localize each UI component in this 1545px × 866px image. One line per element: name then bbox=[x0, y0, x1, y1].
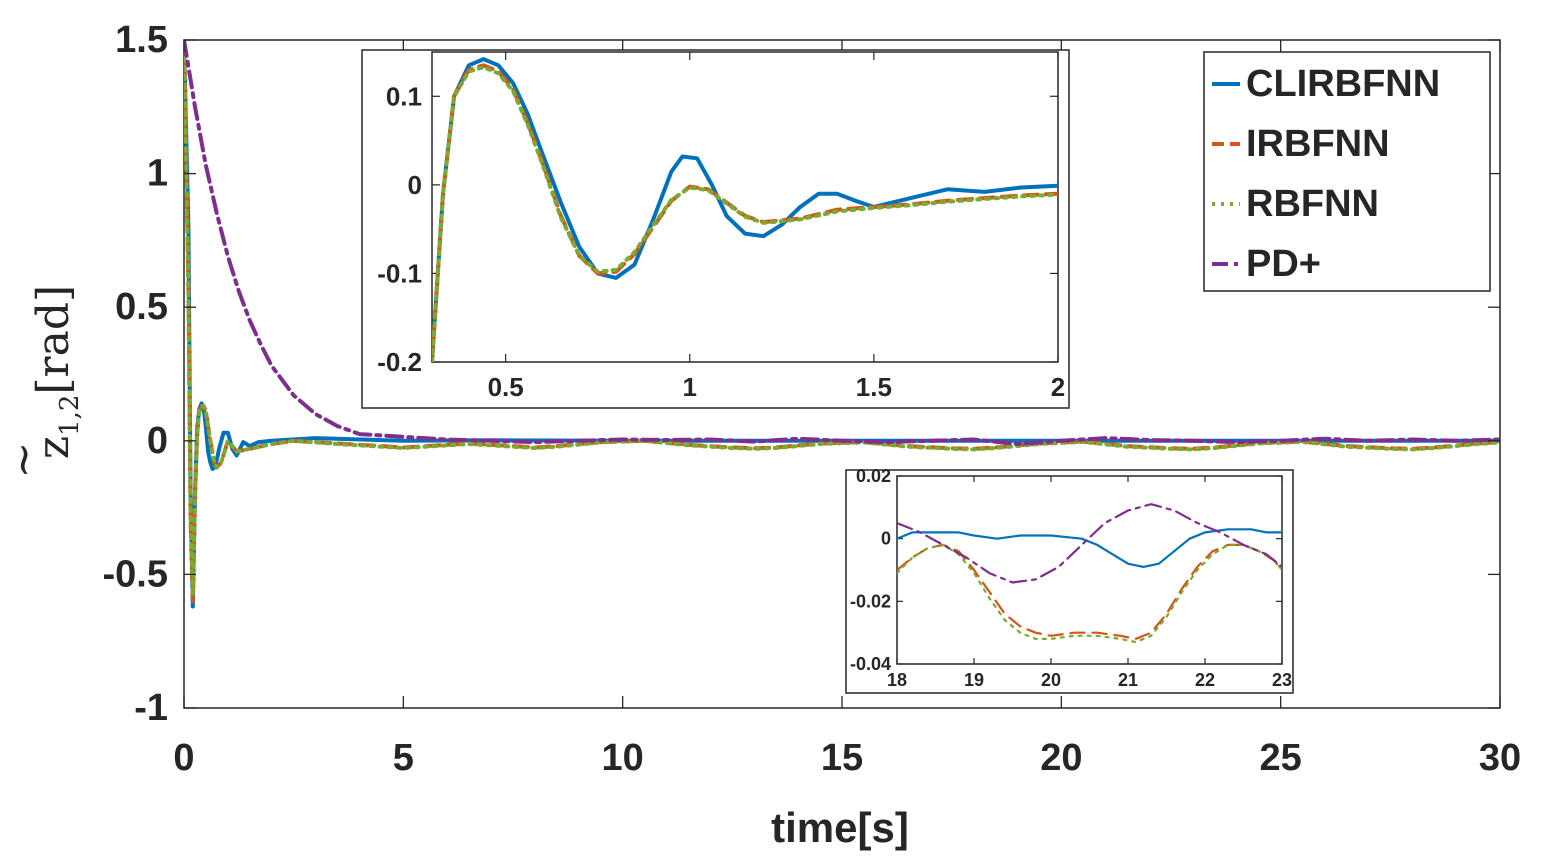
legend-label: IRBFNN bbox=[1246, 123, 1390, 165]
y-tick-label: 0.5 bbox=[115, 286, 168, 328]
inset1-y-tick-label: 0 bbox=[408, 170, 422, 200]
x-tick-label: 15 bbox=[821, 737, 863, 779]
inset1-y-tick-label: -0.1 bbox=[377, 258, 422, 288]
inset2-x-tick-label: 23 bbox=[1272, 670, 1292, 690]
inset2-x-tick-label: 21 bbox=[1118, 670, 1138, 690]
y-tick-label: -0.5 bbox=[103, 553, 168, 595]
y-axis-label-accent: ~ bbox=[0, 442, 49, 479]
x-tick-label: 20 bbox=[1040, 737, 1082, 779]
legend-box bbox=[1203, 51, 1491, 292]
y-axis-label-symbol: z bbox=[28, 436, 79, 459]
y-tick-label: 1 bbox=[147, 153, 168, 195]
x-axis-label: time[s] bbox=[771, 804, 909, 851]
inset1-series-clirbfnn bbox=[432, 57, 1058, 362]
legend: CLIRBFNN IRBFNN RBFNN PD+ bbox=[1203, 51, 1491, 292]
legend-label: PD+ bbox=[1246, 243, 1321, 285]
inset1-x-tick-label: 2 bbox=[1051, 372, 1065, 402]
legend-label: RBFNN bbox=[1246, 183, 1379, 225]
inset1-x-tick-label: 1.5 bbox=[856, 372, 892, 402]
x-tick-label: 10 bbox=[602, 737, 644, 779]
inset2-series-irbfnn bbox=[897, 543, 1282, 641]
inset1-series-rbfnn bbox=[432, 65, 1058, 362]
x-tick-label: 5 bbox=[393, 737, 414, 779]
main-series-rbfnn bbox=[184, 40, 1500, 598]
legend-label: CLIRBFNN bbox=[1246, 63, 1440, 105]
y-axis-ticks: -1 -0.5 0 0.5 1 1.5 bbox=[103, 19, 1500, 729]
inset1-frame bbox=[431, 51, 1059, 363]
inset2-x-tick-label: 22 bbox=[1195, 670, 1215, 690]
inset2-series-clirbfnn bbox=[897, 528, 1282, 569]
y-tick-label: 0 bbox=[147, 420, 168, 462]
inset1-x-tick-label: 1 bbox=[683, 372, 697, 402]
inset1-y-tick-label: 0.1 bbox=[386, 81, 422, 111]
y-axis-label-unit: [rad] bbox=[28, 285, 79, 395]
inset2-x-tick-label: 19 bbox=[964, 670, 984, 690]
inset2-y-tick-label: 0 bbox=[881, 529, 891, 549]
inset2-x-tick-label: 18 bbox=[887, 670, 907, 690]
x-tick-label: 0 bbox=[173, 737, 194, 779]
inset2-y-tick-label: -0.02 bbox=[850, 591, 891, 611]
x-tick-label: 30 bbox=[1479, 737, 1521, 779]
y-axis-label: z1,2[rad] ~ bbox=[0, 285, 85, 479]
inset2-y-tick-label: -0.04 bbox=[850, 654, 891, 674]
inset2-y-tick-label: 0.02 bbox=[856, 466, 891, 486]
inset-zoom-early: 0.5 1 1.5 2 -0.2 -0.1 0 0.1 bbox=[361, 49, 1070, 409]
inset1-x-tick-label: 0.5 bbox=[488, 372, 524, 402]
inset2-frame bbox=[896, 475, 1283, 665]
x-tick-label: 25 bbox=[1260, 737, 1302, 779]
inset-zoom-late: 18 19 20 21 22 23 -0.04 -0.02 0 0.02 bbox=[845, 466, 1294, 694]
main-series-pd bbox=[184, 40, 1500, 446]
y-tick-label: -1 bbox=[134, 687, 168, 729]
inset2-x-tick-label: 20 bbox=[1041, 670, 1061, 690]
inset2-series-pd bbox=[897, 503, 1282, 584]
y-axis-label-subscript: 1,2 bbox=[55, 395, 85, 436]
svg-text:z1,2[rad]: z1,2[rad] bbox=[28, 285, 85, 459]
inset1-y-tick-label: -0.2 bbox=[377, 347, 422, 377]
y-tick-label: 1.5 bbox=[115, 19, 168, 61]
x-axis-ticks: 0 5 10 15 20 25 30 bbox=[173, 40, 1521, 779]
